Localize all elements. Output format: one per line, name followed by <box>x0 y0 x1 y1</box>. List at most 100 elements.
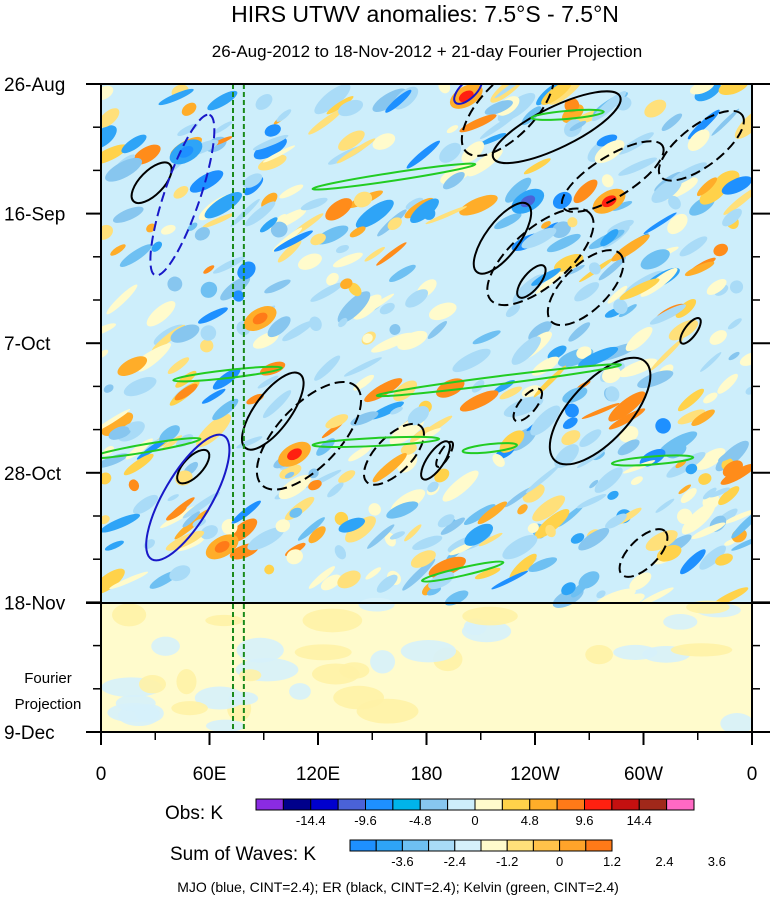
anomaly-patch <box>259 217 278 233</box>
anomaly-patch <box>282 320 313 342</box>
anomaly-patch <box>200 339 214 353</box>
colorbar-tick-label: 9.6 <box>575 813 593 828</box>
projection-patch <box>151 636 180 656</box>
anomaly-patch <box>613 299 628 315</box>
anomaly-patch <box>428 302 457 321</box>
anomaly-patch <box>332 252 363 268</box>
anomaly-patch <box>169 565 191 582</box>
anomaly-patch <box>133 494 159 515</box>
projection-patch <box>138 675 167 694</box>
colorbar-tick-label: -14.4 <box>296 813 326 828</box>
anomaly-patch <box>637 370 674 389</box>
anomaly-patch <box>386 501 419 519</box>
anomaly-patch <box>700 352 722 372</box>
anomaly-patch <box>600 229 619 247</box>
anomaly-patch <box>308 526 326 544</box>
anomaly-patch <box>718 486 740 506</box>
anomaly-patch <box>264 279 291 294</box>
anomaly-patch <box>231 500 261 524</box>
anomaly-patch <box>696 177 718 197</box>
anomaly-patch <box>376 242 407 266</box>
anomaly-patch <box>494 213 522 230</box>
anomaly-patch <box>729 280 744 294</box>
colorbar-swatch <box>506 839 534 852</box>
anomaly-patch <box>504 487 531 508</box>
anomaly-patch <box>617 593 645 608</box>
anomaly-patch <box>687 109 720 140</box>
anomaly-patch <box>718 447 743 462</box>
anomaly-patch <box>557 504 584 528</box>
anomaly-patch <box>387 217 402 231</box>
anomaly-patch <box>334 511 349 526</box>
anomaly-patch <box>551 221 571 238</box>
anomaly-patch <box>286 549 303 565</box>
anomaly-patch <box>607 285 628 304</box>
anomaly-patch <box>389 531 405 540</box>
projection-patch <box>663 613 698 630</box>
er-contour <box>546 249 625 327</box>
anomaly-patch <box>459 390 499 412</box>
hotspot-core <box>252 312 268 325</box>
anomaly-patch <box>409 426 430 443</box>
anomaly-patch <box>680 488 697 504</box>
y-axis: 26-Aug 16-Sep 7-Oct 28-Oct 18-Nov 9-Dec <box>4 75 770 744</box>
hotspot-core <box>287 448 302 461</box>
anomaly-patch <box>425 206 467 225</box>
anomaly-patch <box>561 582 576 596</box>
projection-patch <box>585 645 613 665</box>
anomaly-patch <box>531 268 561 286</box>
anomaly-patch <box>101 568 125 595</box>
anomaly-patch <box>242 173 263 188</box>
anomaly-patch <box>365 567 382 580</box>
projection-patch <box>294 644 352 661</box>
projection-patch <box>333 685 385 710</box>
anomaly-patch <box>699 181 728 205</box>
anomaly-patch <box>706 278 727 295</box>
anomaly-patch <box>410 550 436 568</box>
anomaly-patch <box>598 256 626 281</box>
anomaly-patch <box>348 282 362 297</box>
colorbar-swatch <box>255 798 284 811</box>
anomaly-patch <box>530 405 561 436</box>
anomaly-patch <box>667 213 688 235</box>
anomaly-patch <box>326 272 339 286</box>
colorbar-tick-label: 3.6 <box>708 854 726 869</box>
anomaly-patch <box>574 282 600 302</box>
anomaly-patch <box>567 217 578 228</box>
chart-title: HIRS UTWV anomalies: 7.5°S - 7.5°N <box>231 1 619 27</box>
anomaly-patch <box>438 84 451 94</box>
anomaly-patch <box>108 426 130 440</box>
colorbar-swatch <box>337 798 366 811</box>
anomaly-patch <box>666 451 706 478</box>
anomaly-patch <box>712 587 749 607</box>
anomaly-patch <box>594 140 625 164</box>
anomaly-patch <box>326 96 354 115</box>
anomaly-patch <box>308 566 336 589</box>
kelvin-contour <box>375 363 622 398</box>
anomaly-patch <box>709 330 727 345</box>
anomaly-patch <box>106 284 138 315</box>
projection-patch <box>289 683 311 700</box>
kelvin-contour <box>101 437 202 460</box>
anomaly-patch <box>412 535 443 551</box>
anomaly-patch <box>255 94 273 110</box>
anomaly-patch <box>262 390 292 419</box>
projection-patch <box>205 614 243 627</box>
y-tick-label: 9-Dec <box>4 723 55 744</box>
chart-subtitle: 26-Aug-2012 to 18-Nov-2012 + 21-day Four… <box>212 42 642 61</box>
anomaly-patch <box>439 142 462 163</box>
colorbar-swatch <box>349 839 377 852</box>
anomaly-patch <box>244 201 276 227</box>
anomaly-patch <box>338 317 348 328</box>
colorbar-tick-label: -2.4 <box>444 854 466 869</box>
anomaly-patch <box>232 290 245 302</box>
projection-patch <box>205 719 245 732</box>
anomaly-patch <box>426 586 441 596</box>
anomaly-patch <box>308 479 322 491</box>
anomaly-patch <box>123 453 154 476</box>
projection-label-line1: Fourier <box>24 670 72 687</box>
colorbar-swatch <box>556 798 585 811</box>
anomaly-patch <box>325 198 353 221</box>
anomaly-patch <box>110 244 126 256</box>
anomaly-patch <box>203 265 215 274</box>
